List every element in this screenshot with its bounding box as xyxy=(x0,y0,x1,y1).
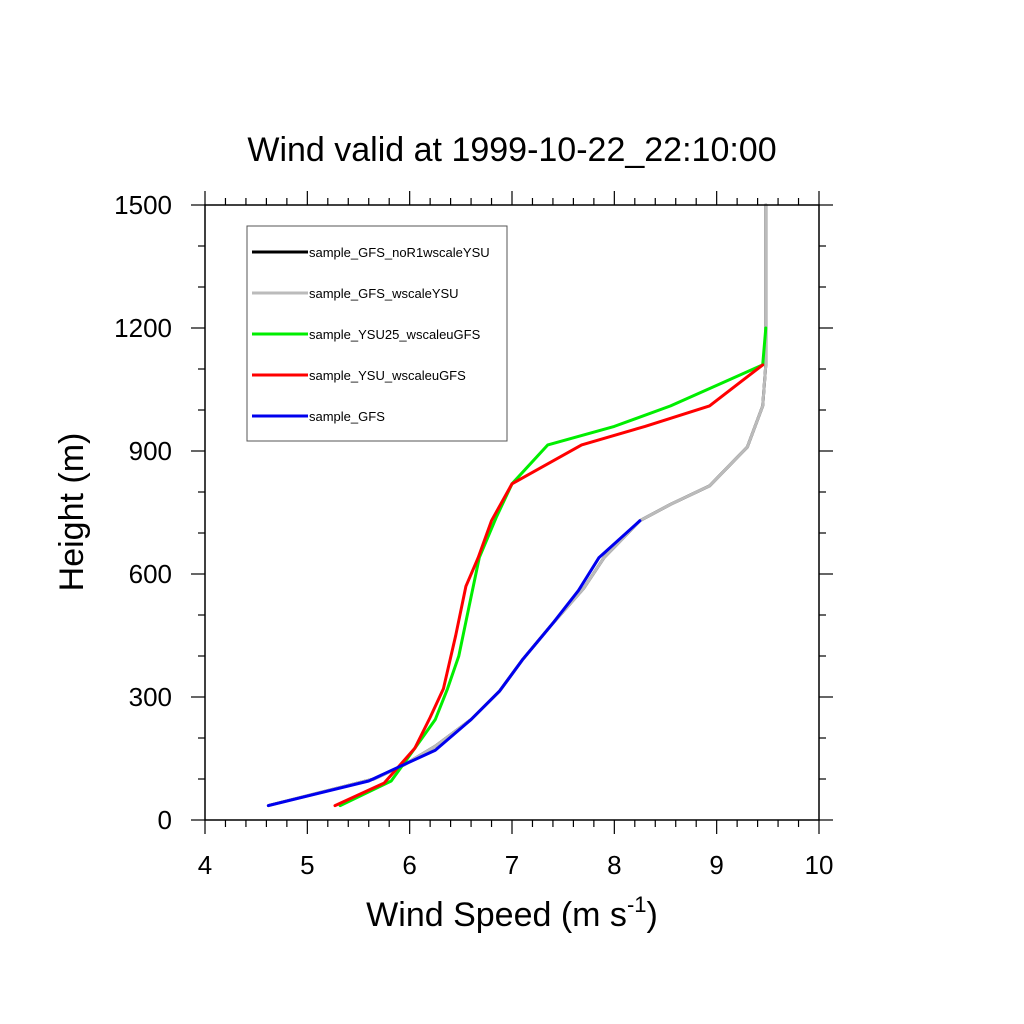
x-axis-label-superscript: -1 xyxy=(627,892,647,917)
x-axis-label-suffix: ) xyxy=(647,896,658,934)
y-tick-label: 0 xyxy=(158,805,172,835)
x-tick-label: 7 xyxy=(505,850,519,880)
x-axis-label-main: Wind Speed (m s xyxy=(366,896,627,934)
x-tick-label: 8 xyxy=(607,850,621,880)
series-layer xyxy=(266,203,768,808)
series-line-5 xyxy=(266,519,642,808)
series-line-2 xyxy=(266,203,768,808)
legend-label: sample_GFS xyxy=(309,409,385,424)
x-tick-label: 5 xyxy=(300,850,314,880)
plot-frame xyxy=(204,204,820,821)
y-tick-label: 600 xyxy=(129,559,172,589)
chart-title: Wind valid at 1999-10-22_22:10:00 xyxy=(247,131,776,169)
x-axis-label: Wind Speed (m s-1) xyxy=(366,892,658,934)
y-tick-label: 1500 xyxy=(114,190,172,220)
x-tick-label: 6 xyxy=(402,850,416,880)
series-line-4 xyxy=(333,363,765,808)
legend-label: sample_YSU25_wscaleuGFS xyxy=(309,327,481,342)
y-tick-label: 1200 xyxy=(114,313,172,343)
y-axis-label: Height (m) xyxy=(53,433,91,592)
y-tick-label: 300 xyxy=(129,682,172,712)
legend-label: sample_GFS_wscaleYSU xyxy=(309,286,459,301)
x-tick-label: 10 xyxy=(805,850,834,880)
ticks-layer: 4 5 6 7 8 9 10 0 300 600 900 1200 1500 xyxy=(114,190,833,880)
y-tick-label: 900 xyxy=(129,436,172,466)
legend-label: sample_GFS_noR1wscaleYSU xyxy=(309,245,490,260)
legend: sample_GFS_noR1wscaleYSU sample_GFS_wscal… xyxy=(246,225,508,442)
x-tick-label: 4 xyxy=(198,850,212,880)
x-tick-label: 9 xyxy=(709,850,723,880)
legend-label: sample_YSU_wscaleuGFS xyxy=(309,368,466,383)
